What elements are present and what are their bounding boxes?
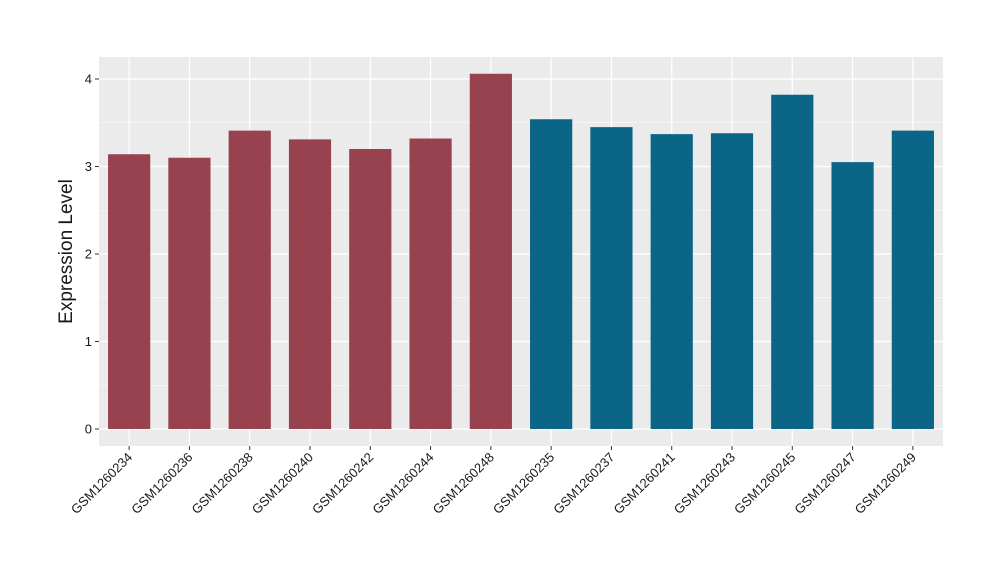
bar	[168, 157, 211, 429]
x-tick-label: GSM1260245	[731, 450, 798, 517]
bar	[530, 119, 573, 429]
bar	[590, 127, 633, 429]
bar	[650, 134, 693, 429]
x-tick-label: GSM1260249	[852, 450, 919, 517]
bar	[710, 133, 754, 429]
bar	[409, 138, 452, 429]
bar	[831, 162, 874, 429]
x-tick-label: GSM1260236	[128, 450, 195, 517]
x-tick-label: GSM1260242	[309, 450, 376, 517]
bars	[108, 73, 934, 429]
x-tick-label: GSM1260244	[369, 450, 436, 517]
bar	[771, 94, 814, 429]
x-tick-label: GSM1260240	[249, 450, 316, 517]
x-tick-label: GSM1260238	[188, 450, 255, 517]
y-tick-label: 1	[85, 334, 92, 349]
bar	[108, 154, 151, 429]
y-axis-title: Expression Level	[56, 179, 77, 324]
y-tick-label: 3	[85, 159, 92, 174]
bar	[469, 73, 512, 429]
plot-panel-background	[99, 57, 943, 446]
y-tick-label: 0	[85, 422, 92, 437]
y-tick-label: 2	[85, 247, 92, 262]
x-tick-label: GSM1260235	[490, 450, 557, 517]
bar	[349, 149, 392, 429]
bar	[288, 139, 332, 429]
bar	[891, 130, 934, 429]
x-tick-label: GSM1260248	[430, 450, 497, 517]
x-tick-label: GSM1260234	[68, 450, 135, 517]
bar	[228, 130, 271, 429]
x-tick-label: GSM1260247	[791, 450, 858, 517]
x-tick-label: GSM1260243	[671, 450, 738, 517]
x-tick-label: GSM1260241	[610, 450, 677, 517]
y-tick-label: 4	[85, 72, 92, 87]
x-tick-label: GSM1260237	[550, 450, 617, 517]
